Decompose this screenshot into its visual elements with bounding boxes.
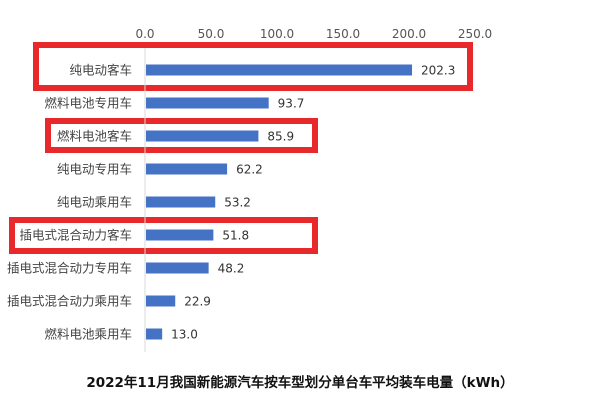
bar bbox=[146, 295, 176, 307]
bar bbox=[146, 163, 228, 175]
x-tick-label: 250.0 bbox=[458, 27, 492, 41]
bar bbox=[146, 130, 259, 142]
category-label: 插电式混合动力乘用车 bbox=[7, 294, 132, 309]
highlight-box bbox=[9, 217, 318, 254]
highlight-box bbox=[33, 42, 473, 91]
data-label: 22.9 bbox=[184, 295, 211, 309]
chart-title: 2022年11月我国新能源汽车按车型划分单台车平均装车电量（kWh） bbox=[86, 374, 513, 391]
category-label: 纯电动客车 bbox=[69, 63, 132, 78]
data-label: 202.3 bbox=[421, 64, 455, 78]
data-label: 85.9 bbox=[267, 130, 294, 144]
x-tick-label: 100.0 bbox=[260, 27, 294, 41]
data-label: 53.2 bbox=[224, 196, 251, 210]
x-tick-label: 0.0 bbox=[135, 27, 154, 41]
category-label: 燃料电池乘用车 bbox=[44, 327, 132, 342]
bar bbox=[146, 196, 216, 208]
data-label: 62.2 bbox=[236, 163, 263, 177]
bar bbox=[146, 229, 214, 241]
bar bbox=[146, 262, 209, 274]
bar bbox=[146, 97, 269, 109]
x-tick-label: 50.0 bbox=[198, 27, 225, 41]
category-label: 燃料电池客车 bbox=[57, 129, 132, 144]
bar bbox=[146, 328, 163, 340]
data-label: 48.2 bbox=[218, 262, 245, 276]
category-label: 纯电动专用车 bbox=[57, 162, 132, 177]
data-label: 51.8 bbox=[222, 229, 249, 243]
highlight-box bbox=[45, 118, 318, 153]
data-label: 93.7 bbox=[278, 97, 305, 111]
bar bbox=[146, 64, 413, 76]
category-label: 插电式混合动力专用车 bbox=[7, 261, 132, 276]
category-label: 燃料电池专用车 bbox=[44, 96, 132, 111]
category-label: 插电式混合动力客车 bbox=[19, 228, 132, 243]
data-label: 13.0 bbox=[171, 328, 198, 342]
x-tick-label: 150.0 bbox=[326, 27, 360, 41]
x-tick-label: 200.0 bbox=[392, 27, 426, 41]
category-label: 纯电动乘用车 bbox=[57, 195, 132, 210]
